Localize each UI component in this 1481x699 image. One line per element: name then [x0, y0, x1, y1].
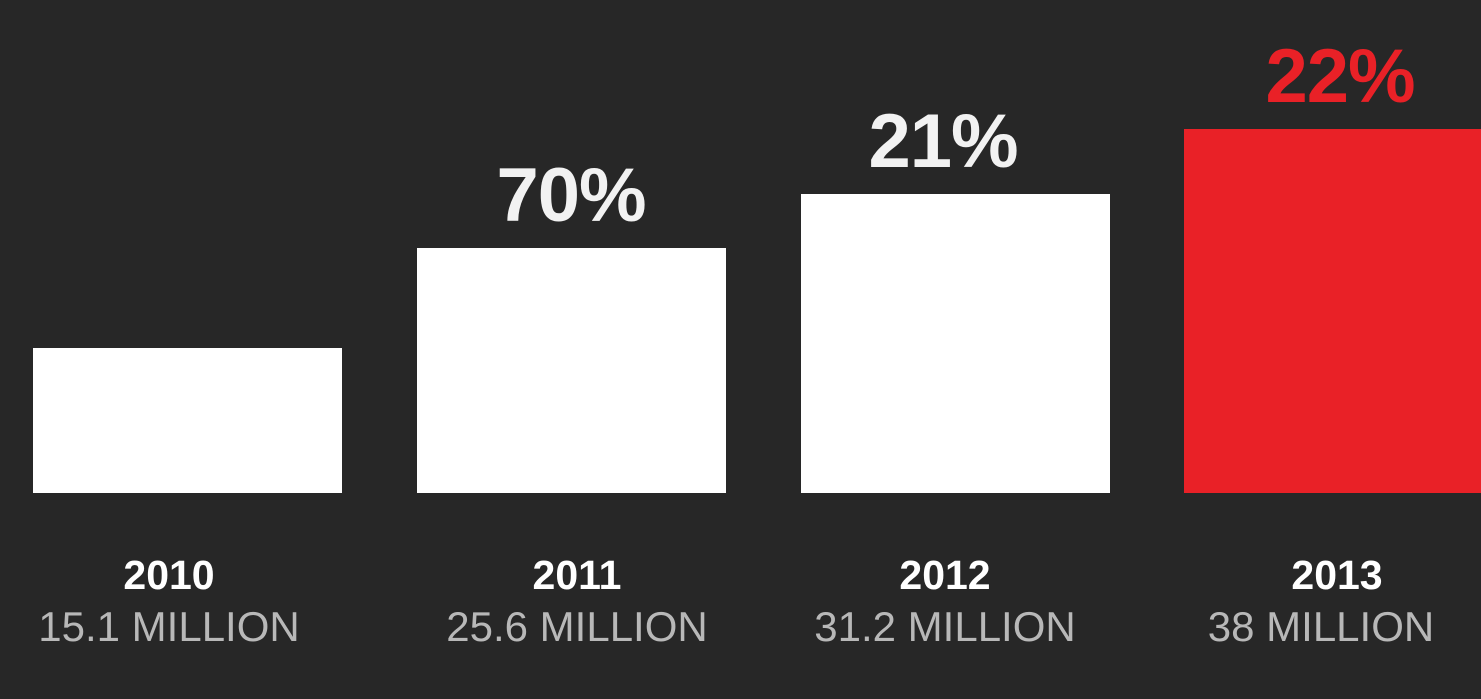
value-label-2010: 15.1 MILLION	[38, 603, 300, 650]
growth-label-2011: 70%	[496, 152, 646, 238]
year-label-2011: 2011	[532, 552, 622, 598]
growth-label-2013: 22%	[1265, 34, 1415, 119]
value-label-2012: 31.2 MILLION	[814, 603, 1076, 650]
year-label-2012: 2012	[899, 552, 991, 598]
year-label-2010: 2010	[123, 552, 215, 598]
bar-2012	[801, 194, 1110, 493]
bar-2010	[33, 348, 342, 493]
bar-2013	[1184, 129, 1481, 493]
value-label-2013: 38 MILLION	[1207, 603, 1435, 650]
bar-2011	[417, 247, 726, 493]
growth-label-2012: 21%	[868, 99, 1018, 185]
year-label-2013: 2013	[1291, 552, 1383, 598]
value-label-2011: 25.6 MILLION	[446, 603, 708, 650]
